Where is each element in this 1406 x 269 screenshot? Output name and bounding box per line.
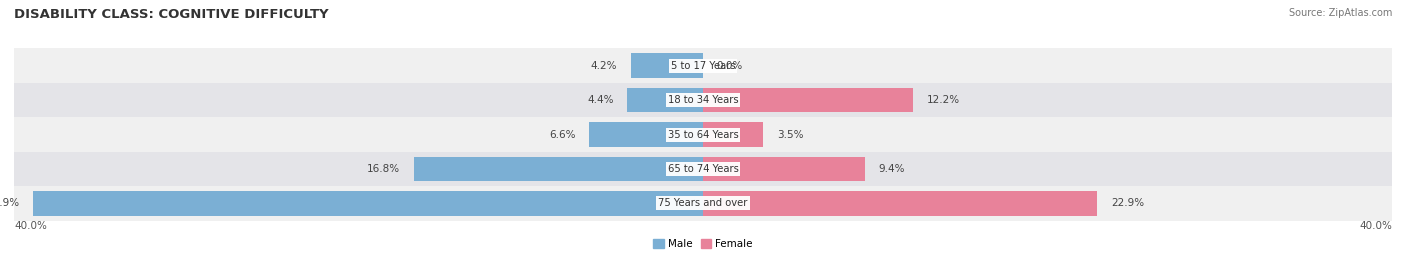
Text: 65 to 74 Years: 65 to 74 Years [668,164,738,174]
Text: 22.9%: 22.9% [1111,198,1144,208]
Text: 4.4%: 4.4% [586,95,613,105]
Bar [413,157,703,181]
Legend: Male, Female: Male, Female [650,235,756,253]
Text: 38.9%: 38.9% [0,198,20,208]
Bar [631,53,703,78]
Bar [703,122,763,147]
Bar [14,117,1392,152]
Text: 40.0%: 40.0% [1360,221,1392,231]
Bar [703,88,912,112]
Text: 16.8%: 16.8% [367,164,399,174]
Text: 4.2%: 4.2% [591,61,617,71]
Text: 9.4%: 9.4% [879,164,905,174]
Text: 6.6%: 6.6% [550,129,575,140]
Bar [14,186,1392,221]
Text: 3.5%: 3.5% [778,129,804,140]
Bar [627,88,703,112]
Text: 12.2%: 12.2% [927,95,960,105]
Text: DISABILITY CLASS: COGNITIVE DIFFICULTY: DISABILITY CLASS: COGNITIVE DIFFICULTY [14,8,329,21]
Bar [703,157,865,181]
Text: Source: ZipAtlas.com: Source: ZipAtlas.com [1288,8,1392,18]
Text: 40.0%: 40.0% [14,221,46,231]
Bar [32,191,703,216]
Text: 5 to 17 Years: 5 to 17 Years [671,61,735,71]
Text: 0.0%: 0.0% [717,61,742,71]
Text: 18 to 34 Years: 18 to 34 Years [668,95,738,105]
Bar [589,122,703,147]
Bar [14,48,1392,83]
Text: 75 Years and over: 75 Years and over [658,198,748,208]
Bar [14,83,1392,117]
Text: 35 to 64 Years: 35 to 64 Years [668,129,738,140]
Bar [14,152,1392,186]
Bar [703,191,1098,216]
